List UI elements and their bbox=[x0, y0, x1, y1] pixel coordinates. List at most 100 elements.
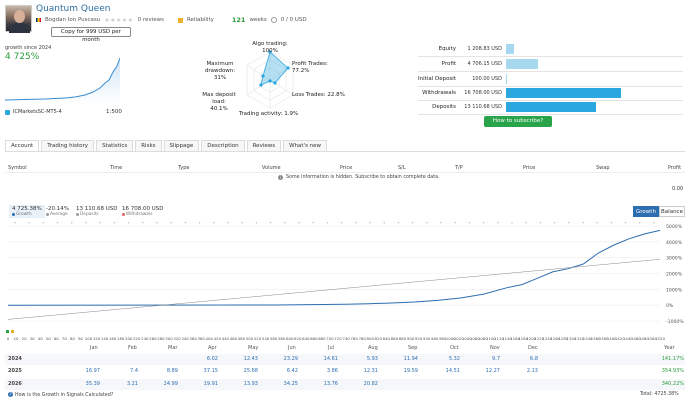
x-tick-label: 1140 bbox=[502, 336, 512, 341]
radar-chart bbox=[246, 50, 294, 109]
x-tick-label: 340 bbox=[181, 336, 189, 341]
tab-what-s-new[interactable]: What's new bbox=[283, 140, 328, 151]
signal-title[interactable]: Quantum Queen bbox=[36, 4, 111, 14]
month-growth-cell[interactable]: 20.82 bbox=[363, 381, 378, 387]
column-header[interactable]: Price bbox=[523, 165, 536, 171]
month-growth-cell[interactable]: 19.91 bbox=[203, 381, 218, 387]
growth-toggle[interactable]: Growth bbox=[633, 206, 659, 217]
month-growth-cell[interactable]: 12.31 bbox=[363, 368, 378, 374]
month-growth-cell[interactable]: 34.25 bbox=[283, 381, 298, 387]
month-growth-cell[interactable]: 8.89 bbox=[166, 368, 178, 374]
month-growth-cell[interactable]: 13.76 bbox=[323, 381, 338, 387]
month-growth-cell[interactable]: 3.86 bbox=[326, 368, 338, 374]
broker-name[interactable]: ICMarketsSC-MT5-4 bbox=[13, 109, 62, 115]
column-header[interactable]: Price bbox=[340, 165, 353, 171]
month-growth-cell[interactable]: 14.51 bbox=[445, 368, 460, 374]
month-growth-cell[interactable]: 19.59 bbox=[403, 368, 418, 374]
month-growth-cell[interactable]: 24.99 bbox=[163, 381, 178, 387]
growth-calc-link[interactable]: ? How is the Growth in Signals Calculated… bbox=[8, 392, 114, 398]
column-header[interactable]: Time bbox=[110, 165, 123, 171]
month-growth-cell[interactable]: 9.7 bbox=[492, 356, 500, 362]
tab-reviews[interactable]: Reviews bbox=[246, 140, 282, 151]
column-header[interactable]: Volume bbox=[262, 165, 281, 171]
month-growth-cell[interactable]: 6.02 bbox=[206, 356, 218, 362]
signal-meta-row: Bogdan Ion Puscasu ★★★★★ 0 reviews Relia… bbox=[36, 16, 307, 24]
reliability-icon bbox=[177, 17, 183, 23]
event-marker-icon bbox=[170, 222, 173, 224]
copy-signal-button[interactable]: Copy for 999 USD per month bbox=[51, 27, 131, 43]
month-growth-cell[interactable]: 12.43 bbox=[243, 356, 258, 362]
broker-info[interactable]: ICMarketsSC-MT5-4 bbox=[5, 109, 62, 115]
x-tick-label: 160 bbox=[109, 336, 117, 341]
tab-risks[interactable]: Risks bbox=[135, 140, 162, 151]
legend-label: Withdrawals bbox=[126, 212, 153, 217]
month-growth-cell[interactable]: 14.61 bbox=[323, 356, 338, 362]
month-growth-cell[interactable]: 25.68 bbox=[243, 368, 258, 374]
broker-icon bbox=[5, 109, 10, 115]
bar-value: 13 110.68 USD bbox=[464, 104, 502, 110]
event-marker-icon bbox=[525, 222, 528, 224]
event-marker-icon bbox=[255, 222, 258, 224]
month-header: May bbox=[248, 345, 259, 351]
year-label: 2026 bbox=[8, 381, 22, 387]
column-header[interactable]: Swap bbox=[596, 165, 610, 171]
bar-row-divider bbox=[418, 86, 683, 87]
radar-loss-trades: Loss Trades: 22.8% bbox=[292, 92, 345, 98]
month-growth-cell[interactable]: 23.29 bbox=[283, 356, 298, 362]
month-growth-cell[interactable]: 354.93% bbox=[661, 368, 684, 374]
month-growth-cell[interactable]: 3.21 bbox=[126, 381, 138, 387]
how-to-subscribe-button[interactable]: How to subscribe? bbox=[484, 116, 552, 127]
x-tick-label: 820 bbox=[375, 336, 383, 341]
legend-item[interactable]: -20.14% Average bbox=[46, 205, 69, 218]
month-growth-cell[interactable]: 13.93 bbox=[243, 381, 258, 387]
tab-slippage[interactable]: Slippage bbox=[163, 140, 200, 151]
author-name[interactable]: Bogdan Ion Puscasu bbox=[45, 17, 101, 23]
column-header[interactable]: Type bbox=[178, 165, 190, 171]
month-growth-cell[interactable]: 5.93 bbox=[366, 356, 378, 362]
tab-account[interactable]: Account bbox=[5, 140, 40, 151]
month-growth-cell[interactable]: 6.42 bbox=[286, 368, 298, 374]
year-row bbox=[5, 366, 685, 377]
legend-item[interactable]: 16 708.00 USD Withdrawals bbox=[122, 205, 164, 218]
column-header[interactable]: Symbol bbox=[8, 165, 27, 171]
column-header[interactable]: T/P bbox=[455, 165, 463, 171]
legend-label-row: Average bbox=[46, 212, 69, 217]
month-growth-cell[interactable]: 5.32 bbox=[448, 356, 460, 362]
tab-statistics[interactable]: Statistics bbox=[96, 140, 134, 151]
x-tick-label: 460 bbox=[230, 336, 238, 341]
month-growth-cell[interactable]: 16.97 bbox=[85, 368, 100, 374]
x-tick-label: 720 bbox=[334, 336, 342, 341]
legend-item[interactable]: 13 110.68 USD Deposits bbox=[76, 205, 118, 218]
month-growth-cell[interactable]: 6.8 bbox=[530, 356, 538, 362]
subscribers-usd: 0 / 0 USD bbox=[280, 17, 307, 23]
month-header: Mar bbox=[168, 345, 178, 351]
event-marker-icon bbox=[383, 222, 386, 224]
month-growth-cell[interactable]: 340.22% bbox=[661, 381, 684, 387]
x-tick-label: 280 bbox=[157, 336, 165, 341]
month-growth-cell[interactable]: 35.39 bbox=[85, 381, 100, 387]
x-tick-label: 240 bbox=[141, 336, 149, 341]
month-growth-cell[interactable]: 11.94 bbox=[403, 356, 418, 362]
tabs-divider bbox=[5, 151, 685, 152]
y-tick-label: -1000% bbox=[666, 319, 684, 325]
x-tick-label: 1080 bbox=[478, 336, 488, 341]
balance-toggle[interactable]: Balance bbox=[659, 206, 685, 217]
radar-profit-trades: Profit Trades: 77.2% bbox=[292, 61, 328, 74]
x-tick-label: 1060 bbox=[470, 336, 480, 341]
month-growth-cell[interactable]: 12.27 bbox=[485, 368, 500, 374]
month-growth-cell[interactable]: 37.15 bbox=[203, 368, 218, 374]
leverage: 1:500 bbox=[106, 109, 122, 115]
x-tick-label: 1500 bbox=[647, 336, 657, 341]
month-growth-cell[interactable]: 141.17% bbox=[661, 356, 684, 362]
column-header[interactable]: S/L bbox=[398, 165, 406, 171]
bar-value: 1 208.83 USD bbox=[467, 46, 502, 52]
reviews-count[interactable]: 0 reviews bbox=[137, 17, 164, 23]
tab-trading-history[interactable]: Trading history bbox=[41, 140, 95, 151]
tab-description[interactable]: Description bbox=[201, 140, 245, 151]
column-header[interactable]: Profit bbox=[668, 165, 682, 171]
event-marker-icon bbox=[56, 222, 59, 224]
month-growth-cell[interactable]: 7.4 bbox=[130, 368, 138, 374]
year-row bbox=[5, 354, 685, 365]
legend-item[interactable]: 4 725.38% Growth bbox=[9, 205, 45, 218]
month-growth-cell[interactable]: 2.13 bbox=[526, 368, 538, 374]
